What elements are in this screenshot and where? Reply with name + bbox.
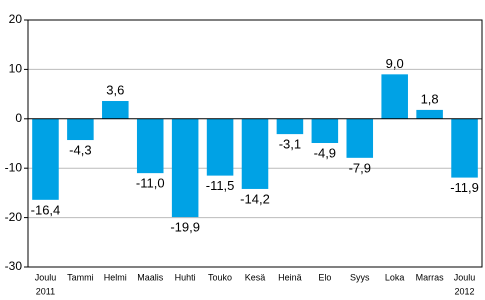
x-tick-label: Maalis xyxy=(137,272,164,282)
y-tick-label: 0 xyxy=(15,111,22,125)
bar xyxy=(102,101,129,119)
plot-frame xyxy=(27,19,483,268)
y-tick-label: -20 xyxy=(5,210,23,224)
x-tick-label: Tammi xyxy=(67,272,94,282)
x-tick-label: Joulu xyxy=(35,272,57,282)
x-year-label: 2012 xyxy=(455,286,475,296)
x-tick-label: Helmi xyxy=(104,272,127,282)
x-tick-label: Kesä xyxy=(245,272,266,282)
value-label: -4,9 xyxy=(314,145,336,160)
value-label: -19,9 xyxy=(170,220,200,235)
value-label: -16,4 xyxy=(31,202,61,217)
bar xyxy=(206,118,234,176)
value-label: -11,9 xyxy=(450,180,479,195)
value-label: -11,0 xyxy=(136,176,165,191)
bar xyxy=(381,74,408,119)
bar xyxy=(136,118,164,174)
bar xyxy=(276,118,304,135)
value-label: 9,0 xyxy=(386,56,404,71)
value-label: -11,5 xyxy=(206,178,235,193)
bar xyxy=(311,118,339,144)
bar xyxy=(171,118,199,218)
bar xyxy=(416,109,443,119)
x-tick-label: Huhti xyxy=(175,272,196,282)
y-tick-label: 10 xyxy=(9,62,23,76)
value-label: 1,8 xyxy=(421,91,439,106)
y-tick-label: -10 xyxy=(5,160,23,174)
x-tick-label: Heinä xyxy=(278,272,302,282)
value-label: -7,9 xyxy=(349,160,371,175)
x-tick-label: Joulu xyxy=(454,272,476,282)
bar xyxy=(67,118,94,141)
value-label: 3,6 xyxy=(106,82,124,97)
y-tick-label: -30 xyxy=(5,259,23,273)
value-label: -4,3 xyxy=(69,142,91,157)
bar xyxy=(241,118,269,189)
bar xyxy=(346,118,374,158)
x-tick-label: Touko xyxy=(208,272,232,282)
bar xyxy=(451,118,478,178)
x-tick-label: Loka xyxy=(385,272,405,282)
x-year-label: 2011 xyxy=(36,286,55,296)
value-label: -3,1 xyxy=(279,137,301,152)
bar xyxy=(32,118,59,200)
x-tick-label: Syys xyxy=(350,272,370,282)
y-tick-label: 20 xyxy=(9,12,23,26)
value-label: -14,2 xyxy=(240,191,270,206)
x-tick-label: Elo xyxy=(318,272,331,282)
x-tick-label: Marras xyxy=(416,272,445,282)
